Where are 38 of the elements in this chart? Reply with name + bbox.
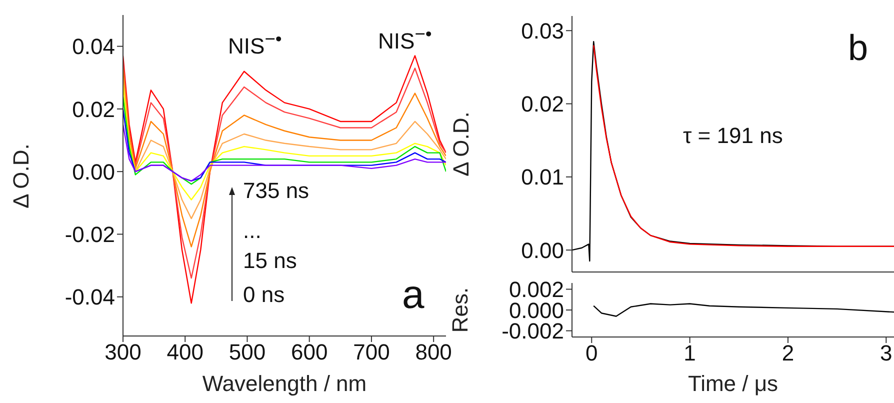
annotation: 0 ns <box>243 282 285 307</box>
x-axis-title: Time / μs <box>686 371 780 396</box>
y-tick-label: 0.00 <box>72 159 115 184</box>
annotation: b <box>848 27 868 68</box>
x-tick-label: 700 <box>353 340 390 365</box>
line-series <box>123 124 446 182</box>
x-tick-label: 2 <box>782 340 794 366</box>
annotation: a <box>402 273 424 317</box>
y-tick-label: 0.01 <box>521 164 564 190</box>
x-tick-label: 500 <box>228 340 266 365</box>
y-axis-title: Δ O.D. <box>8 143 34 208</box>
x-tick-label: 600 <box>290 340 328 365</box>
line-series <box>123 77 446 220</box>
annotation: 735 ns <box>243 178 310 203</box>
y-tick-label: 0.04 <box>72 34 115 60</box>
line-series <box>123 83 446 200</box>
annotation: NIS$^{−•}$ <box>378 23 432 54</box>
x-tick-label: 300 <box>104 340 142 365</box>
y-tick-label: 0.02 <box>72 96 115 122</box>
y-tick-label: 0.02 <box>521 92 564 117</box>
y-tick-label: 0.03 <box>521 18 564 44</box>
y-axis-title: Δ O.D. <box>448 112 474 176</box>
annotation: ... <box>243 218 262 243</box>
line-series <box>593 303 894 317</box>
line-series <box>123 68 446 248</box>
x-tick-label: 0 <box>586 340 598 366</box>
annotation: τ = 191 ns <box>683 123 783 148</box>
x-tick-label: 400 <box>166 340 204 365</box>
y-tick-label: -0.02 <box>64 222 115 248</box>
y-axis-title: Res. <box>448 287 474 333</box>
x-axis-title: Wavelength / nm <box>201 371 368 396</box>
annotation: NIS$^{−•}$ <box>228 28 282 58</box>
annotation: 15 ns <box>243 248 297 273</box>
y-tick-label: -0.04 <box>64 284 115 310</box>
y-tick-label: 0.00 <box>521 238 564 263</box>
x-tick-label: 3 <box>880 340 892 366</box>
x-tick-label: 1 <box>684 340 696 366</box>
x-tick-label: 800 <box>415 340 452 365</box>
